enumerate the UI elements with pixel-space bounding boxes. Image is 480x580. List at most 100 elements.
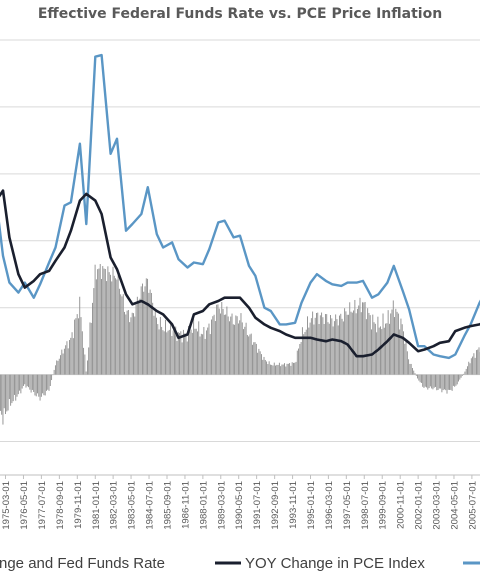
spread-bar bbox=[58, 358, 60, 375]
spread-bar bbox=[351, 312, 353, 375]
spread-bar bbox=[341, 318, 343, 375]
spread-bar bbox=[194, 328, 196, 375]
spread-bar bbox=[362, 302, 363, 375]
spread-bar bbox=[125, 314, 127, 375]
spread-bar bbox=[217, 304, 219, 375]
legend-label-spread: nge and Fed Funds Rate bbox=[0, 555, 165, 572]
spread-bar bbox=[322, 317, 324, 375]
spread-bar bbox=[26, 374, 28, 387]
x-tick-label: 1992-09-01 bbox=[270, 481, 281, 530]
gridlines bbox=[0, 39, 480, 443]
spread-bar bbox=[189, 331, 191, 375]
spread-bar bbox=[401, 324, 403, 375]
spread-bar bbox=[51, 374, 53, 381]
spread-bar bbox=[11, 374, 13, 404]
spread-bar bbox=[240, 313, 242, 375]
spread-bar bbox=[234, 324, 236, 375]
spread-bar bbox=[207, 327, 209, 375]
spread-bar bbox=[182, 329, 184, 375]
spread-bar bbox=[383, 327, 385, 375]
x-tick-label: 1978-09-01 bbox=[55, 481, 66, 530]
spread-bar bbox=[289, 363, 291, 375]
x-tick-label: 1984-07-01 bbox=[145, 481, 156, 530]
spread-bar bbox=[63, 348, 65, 375]
spread-bar bbox=[450, 374, 452, 390]
spread-bar bbox=[69, 340, 70, 375]
spread-bar bbox=[258, 348, 260, 375]
spread-bar bbox=[395, 308, 397, 375]
spread-bar bbox=[235, 315, 237, 375]
spread-bar bbox=[286, 363, 288, 375]
spread-bar bbox=[295, 361, 297, 375]
spread-bar bbox=[440, 374, 442, 389]
spread-bar bbox=[107, 266, 109, 375]
spread-bar bbox=[284, 363, 285, 375]
spread-bar bbox=[99, 264, 101, 375]
x-tick-label: 1993-11-01 bbox=[288, 481, 299, 529]
spread-bar bbox=[255, 343, 257, 375]
spread-bar bbox=[186, 341, 188, 375]
spread-bar bbox=[406, 351, 408, 375]
spread-bar bbox=[385, 323, 387, 375]
spread-bar bbox=[467, 366, 468, 375]
spread-bar bbox=[394, 317, 395, 375]
spread-bar bbox=[97, 269, 99, 375]
spread-bar bbox=[418, 374, 420, 381]
spread-bar bbox=[229, 321, 230, 375]
spread-bar bbox=[181, 342, 183, 375]
spread-bar bbox=[326, 314, 328, 375]
spread-bar bbox=[396, 311, 398, 375]
effective-federal-funds-rate-line bbox=[0, 53, 480, 360]
spread-bar bbox=[231, 313, 233, 375]
spread-bar bbox=[198, 321, 200, 375]
spread-bar bbox=[359, 297, 361, 375]
spread-bar bbox=[148, 292, 150, 375]
spread-bar bbox=[468, 361, 470, 375]
spread-bar bbox=[83, 347, 85, 375]
spread-bar bbox=[191, 332, 193, 375]
spread-bar bbox=[44, 374, 46, 396]
spread-bar bbox=[431, 374, 433, 389]
spread-bar bbox=[333, 321, 335, 375]
spread-bar bbox=[135, 304, 137, 375]
spread-bar bbox=[195, 328, 197, 375]
spread-bar bbox=[324, 314, 326, 375]
spread-bar bbox=[432, 374, 434, 390]
spread-bar bbox=[445, 374, 447, 391]
chart-title: Effective Federal Funds Rate vs. PCE Pri… bbox=[37, 6, 443, 22]
spread-bar bbox=[35, 374, 37, 397]
spread-bar bbox=[374, 323, 376, 375]
x-tick-label: 1986-11-01 bbox=[180, 481, 191, 529]
spread-bar bbox=[314, 317, 316, 375]
spread-bar bbox=[237, 323, 239, 375]
spread-bar bbox=[0, 374, 1, 411]
spread-bar bbox=[452, 374, 454, 386]
x-tick-label: 2005-07-01 bbox=[467, 481, 478, 530]
spread-bar bbox=[159, 317, 161, 375]
spread-bar bbox=[121, 296, 123, 375]
spread-bar bbox=[126, 310, 128, 375]
spread-bar bbox=[443, 374, 445, 390]
spread-bar bbox=[110, 274, 111, 375]
spread-bar bbox=[239, 320, 241, 375]
spread-bar bbox=[463, 373, 465, 375]
spread-bar bbox=[92, 302, 93, 375]
spread-bar bbox=[124, 311, 125, 375]
spread-bar bbox=[299, 344, 301, 375]
x-tick-label: 1983-05-01 bbox=[127, 481, 138, 530]
spread-bar bbox=[193, 315, 195, 375]
spread-bar bbox=[150, 292, 152, 375]
spread-bar bbox=[307, 316, 308, 375]
spread-bar bbox=[353, 310, 355, 375]
spread-bar bbox=[118, 288, 120, 375]
spread-bar bbox=[112, 266, 114, 375]
spread-bar bbox=[298, 348, 300, 375]
spread-bar bbox=[464, 371, 466, 375]
spread-bar bbox=[317, 312, 319, 375]
series-lines bbox=[0, 53, 480, 360]
x-tick-label: 1995-01-01 bbox=[306, 481, 317, 530]
spread-bar bbox=[403, 331, 404, 375]
spread-bar bbox=[179, 333, 180, 375]
spread-bar bbox=[46, 374, 47, 391]
spread-bar bbox=[339, 315, 340, 375]
